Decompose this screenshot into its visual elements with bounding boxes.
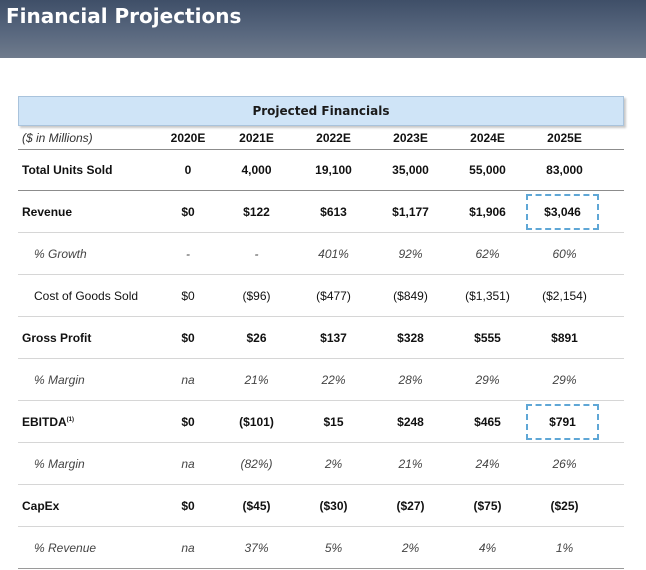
table-row-total-units-sold: Total Units Sold 0 4,000 19,100 35,000 5… <box>18 150 624 191</box>
table-cell: 0 <box>184 163 192 177</box>
table-cell: $0 <box>181 498 195 513</box>
year-header: 2023E <box>393 130 428 145</box>
table-cell: ($27) <box>396 498 425 513</box>
year-header: 2024E <box>470 130 505 145</box>
table-row-ebitda: EBITDA(1) $0 ($101) $15 $248 $465 $791 <box>18 401 624 443</box>
financial-table: Projected Financials ($ in Millions) 202… <box>18 96 624 569</box>
highlighted-cell: $791 <box>526 403 603 440</box>
table-row-gross-margin: % Margin na 21% 22% 28% 29% 29% <box>18 359 624 401</box>
table-cell: $0 <box>181 288 195 303</box>
table-cell: 4,000 <box>241 163 272 177</box>
table-cell: 4% <box>478 540 497 555</box>
table-cell: - <box>254 246 259 261</box>
title-bar: Financial Projections <box>0 0 646 58</box>
table-cell: 55,000 <box>469 163 506 177</box>
table-cell: $0 <box>181 204 195 219</box>
page-title: Financial Projections <box>6 4 242 28</box>
table-cell: $465 <box>474 414 501 429</box>
table-cell: ($101) <box>239 414 274 429</box>
table-cell: 2% <box>401 540 420 555</box>
row-label: Gross Profit <box>22 330 92 345</box>
table-cell: $328 <box>397 330 424 345</box>
table-cell: ($25) <box>550 498 579 513</box>
table-row-growth: % Growth - - 401% 92% 62% 60% <box>18 233 624 275</box>
year-header: 2025E <box>547 130 582 145</box>
table-cell: $1,906 <box>469 204 506 219</box>
table-cell: ($96) <box>242 288 271 303</box>
table-cell: ($30) <box>319 498 348 513</box>
table-cell: $0 <box>181 414 195 429</box>
table-cell: - <box>186 246 190 261</box>
table-header-row: ($ in Millions) 2020E 2021E 2022E 2023E … <box>18 126 624 150</box>
table-cell: 60% <box>552 246 577 261</box>
table-cell: 401% <box>318 246 349 261</box>
table-cell: 2% <box>324 456 343 471</box>
table-cell: (82%) <box>240 456 273 471</box>
table-cell: 29% <box>552 372 577 387</box>
table-cell: $891 <box>551 330 578 345</box>
table-row-revenue: Revenue $0 $122 $613 $1,177 $1,906 $3,04… <box>18 191 624 233</box>
table-cell: na <box>181 540 195 555</box>
table-cell: $555 <box>474 330 501 345</box>
table-cell: na <box>181 372 195 387</box>
table-cell: 22% <box>321 372 346 387</box>
table-cell: 24% <box>475 456 500 471</box>
table-cell: $122 <box>243 204 270 219</box>
table-cell: 92% <box>398 246 423 261</box>
year-header: 2021E <box>239 130 274 145</box>
unit-label: ($ in Millions) <box>22 130 93 145</box>
table-cell: $0 <box>181 330 195 345</box>
table-cell: 37% <box>244 540 269 555</box>
table-cell: ($477) <box>316 288 351 303</box>
table-cell: ($2,154) <box>542 288 587 303</box>
table-cell: 83,000 <box>546 163 583 177</box>
row-label: CapEx <box>22 498 60 513</box>
table-cell: 35,000 <box>392 163 429 177</box>
table-cell: $248 <box>397 414 424 429</box>
row-label: EBITDA(1) <box>18 415 158 429</box>
table-cell: $137 <box>320 330 347 345</box>
table-row-ebitda-margin: % Margin na (82%) 2% 21% 24% 26% <box>18 443 624 485</box>
table-row-cogs: Cost of Goods Sold $0 ($96) ($477) ($849… <box>18 275 624 317</box>
row-label: Total Units Sold <box>22 163 113 177</box>
row-label: Revenue <box>22 204 73 219</box>
row-label: % Margin <box>34 456 85 471</box>
table-row-gross-profit: Gross Profit $0 $26 $137 $328 $555 $891 <box>18 317 624 359</box>
year-header: 2022E <box>316 130 351 145</box>
table-cell: ($75) <box>473 498 502 513</box>
table-cell: $26 <box>246 330 267 345</box>
table-row-capex-revenue: % Revenue na 37% 5% 2% 4% 1% <box>18 527 624 569</box>
table-cell: na <box>181 456 195 471</box>
table-cell: 21% <box>244 372 269 387</box>
table-cell: 62% <box>475 246 500 261</box>
table-cell: 29% <box>475 372 500 387</box>
table-cell: ($849) <box>393 288 428 303</box>
highlighted-cell: $3,046 <box>526 193 603 230</box>
dashed-highlight-box: $791 <box>526 403 599 440</box>
table-cell: 1% <box>555 540 574 555</box>
row-label: % Growth <box>34 246 87 261</box>
table-cell: $613 <box>320 204 347 219</box>
table-cell: $15 <box>323 414 344 429</box>
row-label: % Margin <box>34 372 85 387</box>
table-cell: ($45) <box>242 498 271 513</box>
ebitda-label: EBITDA <box>22 414 67 429</box>
table-banner: Projected Financials <box>18 96 624 126</box>
table-cell: $1,177 <box>392 204 429 219</box>
table-cell: 5% <box>324 540 343 555</box>
year-header: 2020E <box>170 130 206 145</box>
row-label: Cost of Goods Sold <box>34 288 139 303</box>
row-label: % Revenue <box>34 540 97 555</box>
table-row-capex: CapEx $0 ($45) ($30) ($27) ($75) ($25) <box>18 485 624 527</box>
table-cell: 28% <box>398 372 423 387</box>
table-cell: 26% <box>552 456 577 471</box>
table-cell: 21% <box>398 456 423 471</box>
table-cell: ($1,351) <box>465 288 510 303</box>
dashed-highlight-box: $3,046 <box>526 193 599 230</box>
table-cell: 19,100 <box>315 163 352 177</box>
footnote-marker: (1) <box>66 416 75 423</box>
